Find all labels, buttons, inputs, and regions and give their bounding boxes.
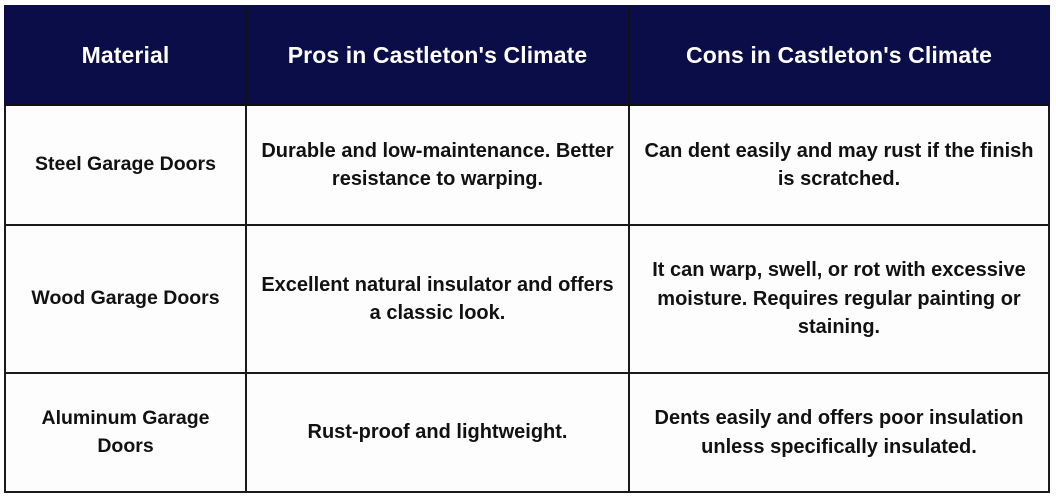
column-header-cons: Cons in Castleton's Climate: [628, 5, 1050, 106]
garage-door-material-comparison-table: Material Pros in Castleton's Climate Con…: [4, 5, 1050, 493]
table-row: Steel Garage Doors Durable and low-maint…: [4, 104, 1050, 226]
cell-pros: Durable and low-maintenance. Better resi…: [245, 104, 630, 226]
cell-pros: Excellent natural insulator and offers a…: [245, 224, 630, 374]
cell-cons: Can dent easily and may rust if the fini…: [628, 104, 1050, 226]
cell-material: Steel Garage Doors: [4, 104, 247, 226]
table-row: Aluminum Garage Doors Rust-proof and lig…: [4, 372, 1050, 493]
cell-pros: Rust-proof and lightweight.: [245, 372, 630, 493]
column-header-pros: Pros in Castleton's Climate: [245, 5, 630, 106]
cell-material: Wood Garage Doors: [4, 224, 247, 374]
header-row: Material Pros in Castleton's Climate Con…: [4, 5, 1050, 106]
table-row: Wood Garage Doors Excellent natural insu…: [4, 224, 1050, 374]
cell-material: Aluminum Garage Doors: [4, 372, 247, 493]
column-header-material: Material: [4, 5, 247, 106]
table-body: Steel Garage Doors Durable and low-maint…: [4, 104, 1050, 493]
table-header: Material Pros in Castleton's Climate Con…: [4, 5, 1050, 106]
cell-cons: It can warp, swell, or rot with excessiv…: [628, 224, 1050, 374]
cell-cons: Dents easily and offers poor insulation …: [628, 372, 1050, 493]
